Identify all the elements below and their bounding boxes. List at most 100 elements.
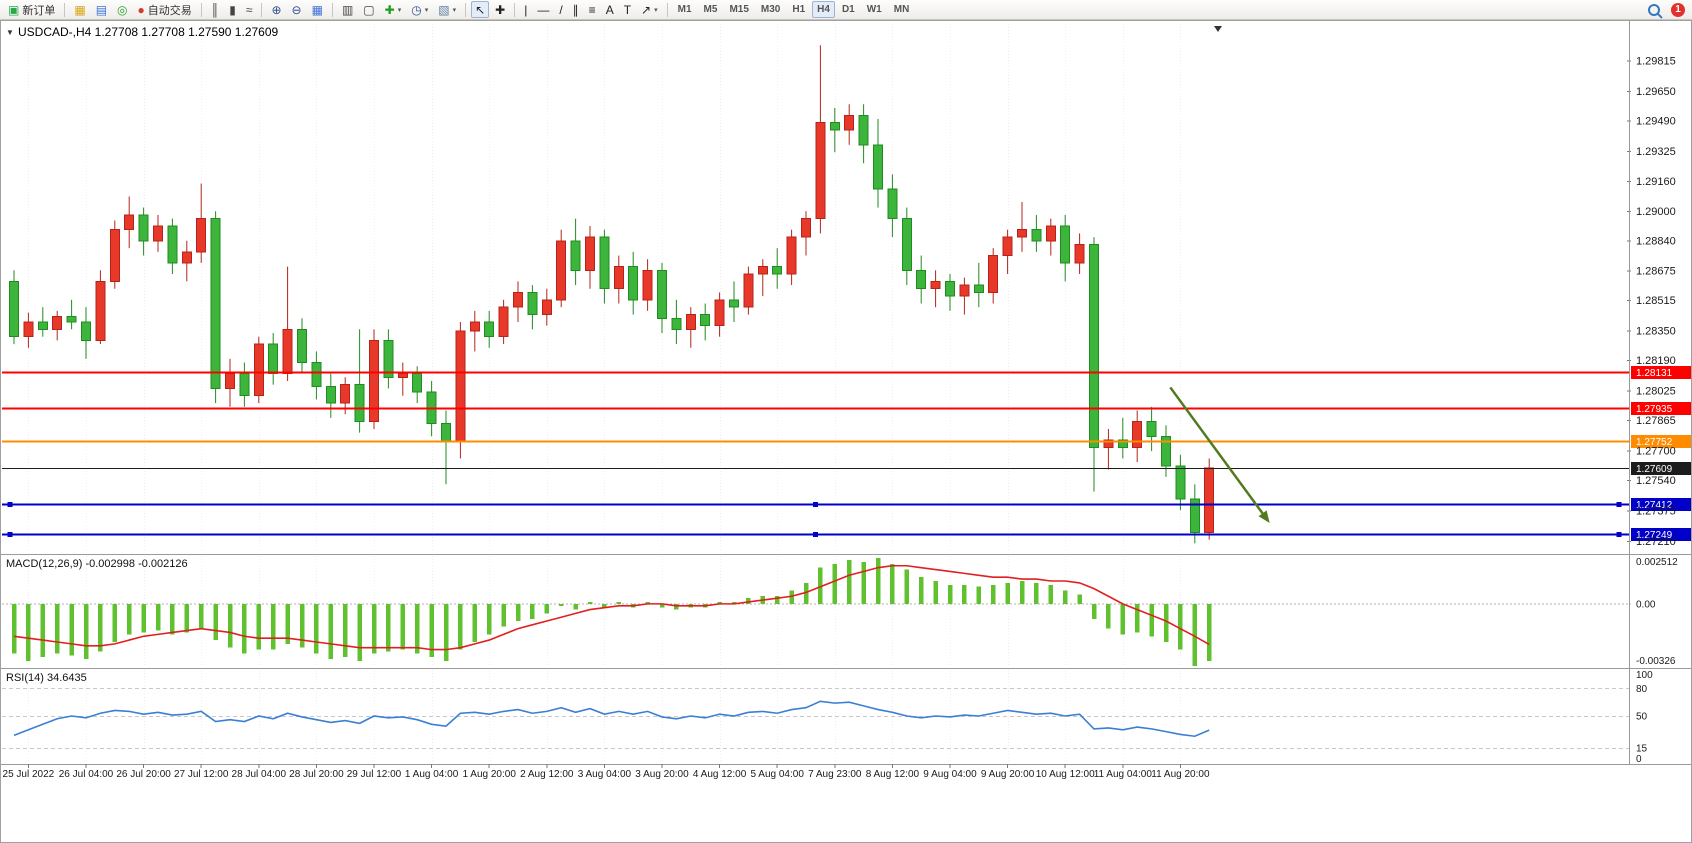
macd-histogram-bar	[443, 603, 449, 662]
trendline-button[interactable]: /	[555, 1, 566, 18]
price-pane[interactable]	[0, 20, 1631, 556]
line-handle[interactable]	[813, 502, 818, 507]
fibonacci-button[interactable]: ≡	[585, 1, 600, 18]
data-window-button[interactable]: ▢	[359, 1, 378, 18]
macd-histogram-bar	[558, 603, 564, 606]
horizontal-line-button[interactable]: —	[533, 1, 553, 18]
price-axis-label: 1.27865	[1636, 415, 1676, 427]
toolbar-separator	[666, 2, 668, 17]
search-button[interactable]	[1644, 1, 1664, 18]
chart-shift-marker[interactable]	[1214, 26, 1222, 32]
chart-window[interactable]: 1.28131 1.27935 1.27752 1.27609 1.27412 1.272…	[0, 20, 1692, 843]
timeframe-m15-button[interactable]: M15	[724, 1, 753, 18]
macd-histogram-bar	[990, 584, 996, 604]
price-tag	[1631, 366, 1691, 379]
price-tag	[1631, 462, 1691, 475]
templates-button[interactable]: ▧ ▾	[434, 1, 460, 18]
time-axis-label: 4 Aug 12:00	[693, 769, 747, 780]
candlestick	[282, 328, 293, 375]
rsi-scale-label: 15	[1636, 744, 1648, 755]
arrows-button[interactable]: ↗ ▾	[637, 1, 662, 18]
macd-scale-max: 0.002512	[1636, 557, 1678, 568]
line-handle[interactable]	[813, 532, 818, 537]
macd-histogram-bar	[40, 603, 46, 658]
time-axis-label: 3 Aug 04:00	[578, 769, 632, 780]
macd-histogram-bar	[774, 596, 780, 604]
expert-advisors-button[interactable]: ▦	[70, 1, 89, 18]
toolbar: ▣ 新订单 ▦ ▤ ◎ ● 自动交易 ║ ▮ ≈ ⊕ ⊖ ▦ ▥ ▢ ✚ ▾ ◷ ▾ ▧ ▾ ↖ ✚ | — / ∥ ≡ A T ↗ ▾ M1 M…	[0, 0, 1692, 20]
price-axis[interactable]: 1.29815 1.29650 1.29490 1.29325 1.29160 1.290…	[1627, 55, 1676, 548]
candlestick	[815, 122, 826, 220]
rsi-label: RSI(14) 34.6435	[6, 672, 87, 684]
zoom-out-button[interactable]: ⊖	[288, 1, 306, 18]
timeframe-d1-button[interactable]: D1	[837, 1, 860, 18]
toolbar-separator	[64, 2, 66, 17]
line-handle[interactable]	[1616, 532, 1622, 537]
time-axis[interactable]: 25 Jul 2022 26 Jul 04:00 26 Jul 20:00 27 Ju…	[3, 764, 1210, 780]
timeframe-m5-button[interactable]: M5	[699, 1, 723, 18]
refresh-button[interactable]: ◎	[113, 1, 131, 18]
candlestick	[901, 218, 912, 271]
timeframe-h4-button[interactable]: H4	[812, 1, 835, 18]
rsi-scale-label: 100	[1636, 670, 1653, 681]
timeframe-w1-button[interactable]: W1	[862, 1, 887, 18]
candlestick	[657, 269, 667, 319]
timeframe-m30-button[interactable]: M30	[756, 1, 785, 18]
macd-histogram-bar	[1163, 603, 1169, 642]
bar-chart-button[interactable]: ║	[207, 1, 224, 18]
candlestick	[412, 373, 423, 393]
timeframe-h1-button[interactable]: H1	[787, 1, 810, 18]
line-handle[interactable]	[1616, 502, 1622, 507]
auto-trading-button[interactable]: ● 自动交易	[134, 1, 196, 18]
trend-arrow-object[interactable]	[1169, 386, 1270, 524]
candlestick	[1089, 243, 1099, 448]
vertical-line-button[interactable]: |	[520, 1, 531, 18]
macd-histogram-bar	[83, 603, 89, 660]
macd-histogram-bar	[256, 603, 262, 650]
macd-histogram-bar	[400, 603, 406, 650]
timeframe-mn-button[interactable]: MN	[889, 1, 915, 18]
candlestick	[354, 384, 365, 423]
search-icon	[1648, 3, 1660, 16]
price-tag-label: 1.28131	[1636, 368, 1673, 379]
time-axis-label: 3 Aug 20:00	[635, 769, 689, 780]
time-axis-label: 25 Jul 2022	[3, 769, 55, 780]
profiles-button[interactable]: ▤	[92, 1, 111, 18]
candlestick-chart-button[interactable]: ▮	[225, 1, 240, 18]
macd-histogram-bar	[357, 603, 362, 662]
macd-histogram-bar	[242, 603, 247, 654]
macd-histogram-bar	[1206, 603, 1212, 662]
line-handle[interactable]	[7, 532, 13, 537]
line-chart-button[interactable]: ≈	[242, 1, 257, 18]
price-tag	[1631, 498, 1691, 511]
zoom-in-button[interactable]: ⊕	[267, 1, 285, 18]
cursor-button[interactable]: ↖	[471, 1, 490, 18]
add-indicator-button[interactable]: ✚ ▾	[381, 1, 406, 18]
line-handle[interactable]	[7, 502, 13, 507]
channel-button[interactable]: ∥	[569, 1, 583, 18]
candlestick-icon: ▮	[229, 2, 236, 17]
macd-histogram-bar	[184, 603, 190, 633]
text-label-button[interactable]: T	[620, 1, 635, 18]
timeframe-d1-button-label: D1	[841, 4, 855, 15]
candlestick	[441, 422, 451, 443]
macd-histogram-bar	[674, 603, 679, 610]
price-axis-label: 1.29325	[1636, 146, 1676, 158]
tile-windows-button[interactable]: ▦	[308, 1, 327, 18]
price-axis-label: 1.27700	[1636, 446, 1676, 458]
timeframe-h4-button-label: H4	[817, 4, 830, 15]
macd-histogram-bar	[573, 603, 578, 610]
crosshair-button[interactable]: ✚	[491, 1, 509, 18]
new-order-button[interactable]: ▣ 新订单	[4, 1, 59, 18]
fibonacci-icon: ≡	[588, 2, 596, 17]
chart-collapse-icon[interactable]: ▼	[6, 28, 14, 37]
macd-histogram-bar	[314, 603, 319, 654]
rsi-scale-label: 80	[1636, 684, 1648, 695]
indicators-list-button[interactable]: ▥	[338, 1, 357, 18]
notification-badge[interactable]: 1	[1671, 2, 1685, 17]
timeframe-m1-button[interactable]: M1	[673, 1, 697, 18]
macd-histogram-bar	[270, 603, 276, 650]
periods-button[interactable]: ◷ ▾	[407, 1, 432, 18]
price-axis-label: 1.29650	[1636, 86, 1676, 98]
text-button[interactable]: A	[602, 1, 618, 18]
